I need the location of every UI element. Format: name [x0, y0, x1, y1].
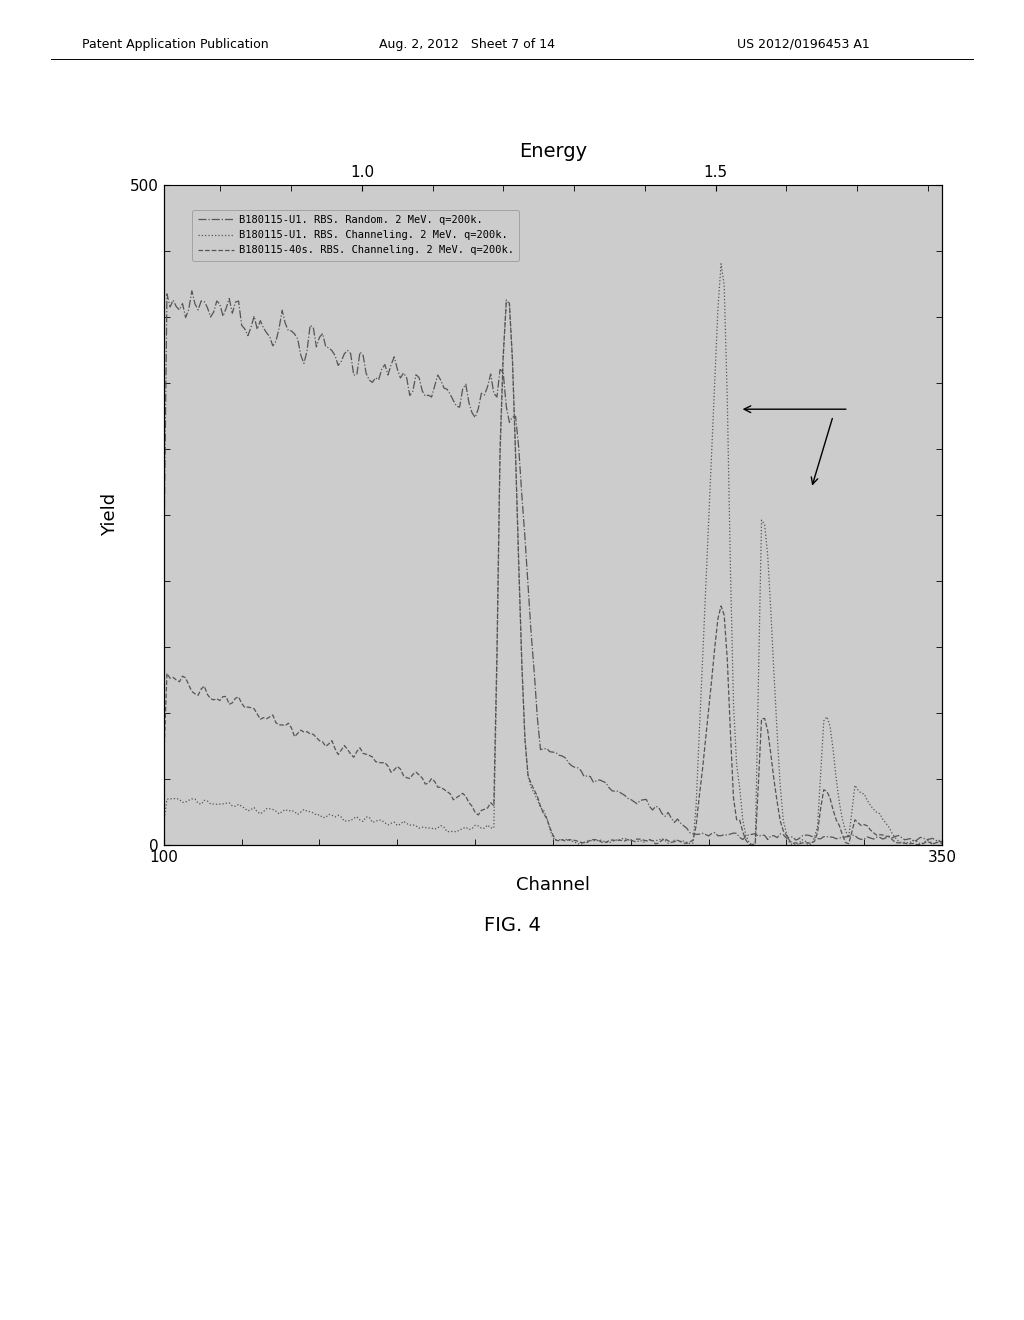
B180115-U1. RBS. Random. 2 MeV. q=200k. [622, 791, 634, 807]
Legend: B180115-U1. RBS. Random. 2 MeV. q=200k., B180115-U1. RBS. Channeling. 2 MeV. q=2: B180115-U1. RBS. Random. 2 MeV. q=200k.,… [193, 210, 519, 260]
B180115-U1. RBS. Channeling. 2 MeV. q=200k. [746, 837, 759, 853]
B180115-40s. RBS. Channeling. 2 MeV. q=200k. [743, 837, 756, 853]
B180115-U1. RBS. Random. 2 MeV. q=200k. [466, 405, 478, 421]
B180115-U1. RBS. Channeling. 2 MeV. q=200k. [513, 560, 525, 576]
B180115-U1. RBS. Random. 2 MeV. q=200k. [746, 826, 759, 842]
B180115-U1. RBS. Channeling. 2 MeV. q=200k. [158, 814, 170, 830]
Text: US 2012/0196453 A1: US 2012/0196453 A1 [737, 37, 870, 50]
B180115-U1. RBS. Channeling. 2 MeV. q=200k. [715, 256, 727, 272]
B180115-U1. RBS. Channeling. 2 MeV. q=200k. [936, 834, 948, 850]
B180115-U1. RBS. Channeling. 2 MeV. q=200k. [618, 830, 631, 846]
Y-axis label: Yield: Yield [101, 494, 119, 536]
B180115-40s. RBS. Channeling. 2 MeV. q=200k. [516, 656, 528, 672]
B180115-U1. RBS. Channeling. 2 MeV. q=200k. [750, 836, 762, 851]
B180115-U1. RBS. Channeling. 2 MeV. q=200k. [628, 833, 640, 849]
B180115-40s. RBS. Channeling. 2 MeV. q=200k. [687, 833, 699, 849]
Line: B180115-U1. RBS. Channeling. 2 MeV. q=200k.: B180115-U1. RBS. Channeling. 2 MeV. q=20… [164, 264, 942, 845]
B180115-U1. RBS. Random. 2 MeV. q=200k. [908, 834, 921, 850]
B180115-40s. RBS. Channeling. 2 MeV. q=200k. [158, 750, 170, 766]
Text: Patent Application Publication: Patent Application Publication [82, 37, 268, 50]
B180115-U1. RBS. Random. 2 MeV. q=200k. [158, 553, 170, 569]
X-axis label: Energy: Energy [519, 141, 587, 161]
Text: FIG. 4: FIG. 4 [483, 916, 541, 935]
B180115-U1. RBS. Random. 2 MeV. q=200k. [631, 796, 643, 812]
B180115-U1. RBS. Channeling. 2 MeV. q=200k. [463, 821, 475, 837]
B180115-40s. RBS. Channeling. 2 MeV. q=200k. [463, 795, 475, 810]
B180115-U1. RBS. Random. 2 MeV. q=200k. [687, 826, 699, 842]
Line: B180115-40s. RBS. Channeling. 2 MeV. q=200k.: B180115-40s. RBS. Channeling. 2 MeV. q=2… [164, 302, 942, 845]
Text: Aug. 2, 2012   Sheet 7 of 14: Aug. 2, 2012 Sheet 7 of 14 [379, 37, 555, 50]
B180115-40s. RBS. Channeling. 2 MeV. q=200k. [631, 832, 643, 847]
B180115-U1. RBS. Channeling. 2 MeV. q=200k. [684, 836, 696, 851]
B180115-40s. RBS. Channeling. 2 MeV. q=200k. [750, 836, 762, 851]
B180115-40s. RBS. Channeling. 2 MeV. q=200k. [622, 832, 634, 847]
B180115-U1. RBS. Random. 2 MeV. q=200k. [936, 834, 948, 850]
B180115-40s. RBS. Channeling. 2 MeV. q=200k. [500, 294, 512, 310]
B180115-40s. RBS. Channeling. 2 MeV. q=200k. [936, 836, 948, 851]
B180115-U1. RBS. Random. 2 MeV. q=200k. [516, 487, 528, 503]
X-axis label: Channel: Channel [516, 875, 590, 894]
Line: B180115-U1. RBS. Random. 2 MeV. q=200k.: B180115-U1. RBS. Random. 2 MeV. q=200k. [164, 290, 942, 842]
B180115-U1. RBS. Random. 2 MeV. q=200k. [185, 282, 198, 298]
